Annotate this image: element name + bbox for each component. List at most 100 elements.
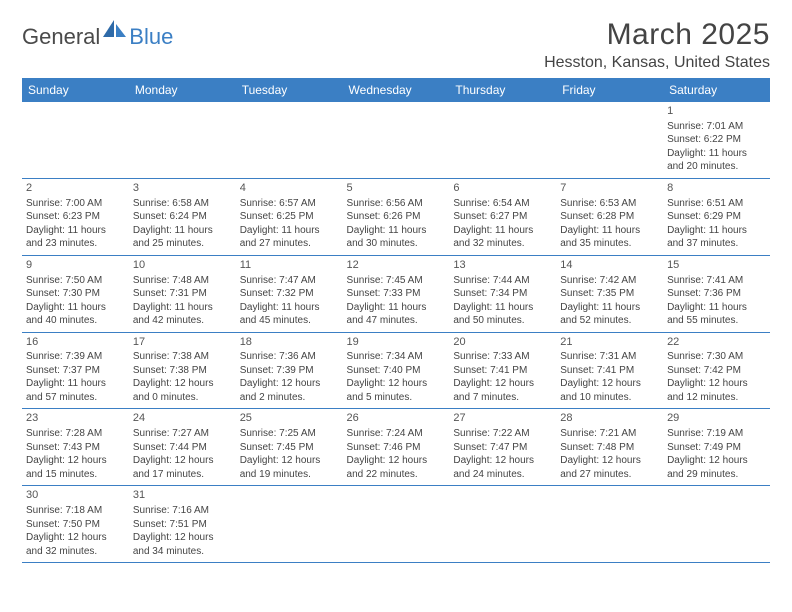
sunrise-line: Sunrise: 7:42 AM xyxy=(560,274,659,288)
sunset-line: Sunset: 7:45 PM xyxy=(240,441,339,455)
sunrise-line: Sunrise: 7:25 AM xyxy=(240,427,339,441)
daylight-line: Daylight: 11 hours and 37 minutes. xyxy=(667,224,766,251)
sunset-line: Sunset: 7:38 PM xyxy=(133,364,232,378)
calendar-cell: 24Sunrise: 7:27 AMSunset: 7:44 PMDayligh… xyxy=(129,409,236,486)
day-number: 21 xyxy=(560,335,659,350)
sunset-line: Sunset: 7:51 PM xyxy=(133,518,232,532)
daylight-line: Daylight: 12 hours and 27 minutes. xyxy=(560,454,659,481)
day-number: 29 xyxy=(667,411,766,426)
sunrise-line: Sunrise: 6:54 AM xyxy=(453,197,552,211)
day-number: 25 xyxy=(240,411,339,426)
calendar-cell xyxy=(343,486,450,563)
sunset-line: Sunset: 7:34 PM xyxy=(453,287,552,301)
sunset-line: Sunset: 6:23 PM xyxy=(26,210,125,224)
daylight-line: Daylight: 11 hours and 23 minutes. xyxy=(26,224,125,251)
daylight-line: Daylight: 11 hours and 35 minutes. xyxy=(560,224,659,251)
sunset-line: Sunset: 7:47 PM xyxy=(453,441,552,455)
sunrise-line: Sunrise: 7:36 AM xyxy=(240,350,339,364)
day-number: 30 xyxy=(26,488,125,503)
sunset-line: Sunset: 7:41 PM xyxy=(560,364,659,378)
calendar-cell: 21Sunrise: 7:31 AMSunset: 7:41 PMDayligh… xyxy=(556,332,663,409)
sunrise-line: Sunrise: 7:19 AM xyxy=(667,427,766,441)
daylight-line: Daylight: 12 hours and 19 minutes. xyxy=(240,454,339,481)
calendar-cell: 8Sunrise: 6:51 AMSunset: 6:29 PMDaylight… xyxy=(663,178,770,255)
sunrise-line: Sunrise: 6:56 AM xyxy=(347,197,446,211)
calendar-cell: 6Sunrise: 6:54 AMSunset: 6:27 PMDaylight… xyxy=(449,178,556,255)
day-number: 8 xyxy=(667,181,766,196)
daylight-line: Daylight: 12 hours and 24 minutes. xyxy=(453,454,552,481)
day-number: 27 xyxy=(453,411,552,426)
calendar-cell: 10Sunrise: 7:48 AMSunset: 7:31 PMDayligh… xyxy=(129,255,236,332)
sunset-line: Sunset: 7:48 PM xyxy=(560,441,659,455)
daylight-line: Daylight: 11 hours and 40 minutes. xyxy=(26,301,125,328)
daylight-line: Daylight: 11 hours and 45 minutes. xyxy=(240,301,339,328)
calendar-cell: 19Sunrise: 7:34 AMSunset: 7:40 PMDayligh… xyxy=(343,332,450,409)
calendar-row: 2Sunrise: 7:00 AMSunset: 6:23 PMDaylight… xyxy=(22,178,770,255)
logo-text-blue: Blue xyxy=(129,24,173,50)
sunrise-line: Sunrise: 7:41 AM xyxy=(667,274,766,288)
sunset-line: Sunset: 7:36 PM xyxy=(667,287,766,301)
daylight-line: Daylight: 11 hours and 27 minutes. xyxy=(240,224,339,251)
daylight-line: Daylight: 11 hours and 57 minutes. xyxy=(26,377,125,404)
sunset-line: Sunset: 7:40 PM xyxy=(347,364,446,378)
day-number: 22 xyxy=(667,335,766,350)
calendar-cell xyxy=(663,486,770,563)
calendar-cell xyxy=(236,102,343,178)
calendar-cell: 16Sunrise: 7:39 AMSunset: 7:37 PMDayligh… xyxy=(22,332,129,409)
sunset-line: Sunset: 7:33 PM xyxy=(347,287,446,301)
weekday-header: Wednesday xyxy=(343,78,450,102)
sunset-line: Sunset: 7:44 PM xyxy=(133,441,232,455)
day-number: 14 xyxy=(560,258,659,273)
daylight-line: Daylight: 12 hours and 10 minutes. xyxy=(560,377,659,404)
day-number: 31 xyxy=(133,488,232,503)
sunset-line: Sunset: 7:37 PM xyxy=(26,364,125,378)
day-number: 23 xyxy=(26,411,125,426)
day-number: 2 xyxy=(26,181,125,196)
daylight-line: Daylight: 12 hours and 15 minutes. xyxy=(26,454,125,481)
daylight-line: Daylight: 11 hours and 30 minutes. xyxy=(347,224,446,251)
calendar-cell: 3Sunrise: 6:58 AMSunset: 6:24 PMDaylight… xyxy=(129,178,236,255)
daylight-line: Daylight: 12 hours and 2 minutes. xyxy=(240,377,339,404)
calendar-cell: 2Sunrise: 7:00 AMSunset: 6:23 PMDaylight… xyxy=(22,178,129,255)
calendar-body: 1Sunrise: 7:01 AMSunset: 6:22 PMDaylight… xyxy=(22,102,770,563)
day-number: 19 xyxy=(347,335,446,350)
sunset-line: Sunset: 6:28 PM xyxy=(560,210,659,224)
weekday-header: Friday xyxy=(556,78,663,102)
sunrise-line: Sunrise: 7:38 AM xyxy=(133,350,232,364)
calendar-cell: 27Sunrise: 7:22 AMSunset: 7:47 PMDayligh… xyxy=(449,409,556,486)
sunrise-line: Sunrise: 7:33 AM xyxy=(453,350,552,364)
daylight-line: Daylight: 12 hours and 29 minutes. xyxy=(667,454,766,481)
sunset-line: Sunset: 7:32 PM xyxy=(240,287,339,301)
calendar-cell: 18Sunrise: 7:36 AMSunset: 7:39 PMDayligh… xyxy=(236,332,343,409)
calendar-cell: 28Sunrise: 7:21 AMSunset: 7:48 PMDayligh… xyxy=(556,409,663,486)
sunrise-line: Sunrise: 7:28 AM xyxy=(26,427,125,441)
sunrise-line: Sunrise: 7:22 AM xyxy=(453,427,552,441)
sunrise-line: Sunrise: 7:00 AM xyxy=(26,197,125,211)
sunrise-line: Sunrise: 6:57 AM xyxy=(240,197,339,211)
logo-sail-icon xyxy=(103,19,127,42)
day-number: 15 xyxy=(667,258,766,273)
day-number: 9 xyxy=(26,258,125,273)
sunrise-line: Sunrise: 6:53 AM xyxy=(560,197,659,211)
daylight-line: Daylight: 12 hours and 22 minutes. xyxy=(347,454,446,481)
logo: General Blue xyxy=(22,18,173,50)
calendar-cell: 29Sunrise: 7:19 AMSunset: 7:49 PMDayligh… xyxy=(663,409,770,486)
calendar-table: SundayMondayTuesdayWednesdayThursdayFrid… xyxy=(22,78,770,563)
calendar-cell: 11Sunrise: 7:47 AMSunset: 7:32 PMDayligh… xyxy=(236,255,343,332)
calendar-cell: 26Sunrise: 7:24 AMSunset: 7:46 PMDayligh… xyxy=(343,409,450,486)
sunrise-line: Sunrise: 7:50 AM xyxy=(26,274,125,288)
day-number: 4 xyxy=(240,181,339,196)
sunset-line: Sunset: 6:27 PM xyxy=(453,210,552,224)
calendar-cell: 23Sunrise: 7:28 AMSunset: 7:43 PMDayligh… xyxy=(22,409,129,486)
calendar-cell: 20Sunrise: 7:33 AMSunset: 7:41 PMDayligh… xyxy=(449,332,556,409)
sunrise-line: Sunrise: 7:18 AM xyxy=(26,504,125,518)
calendar-row: 16Sunrise: 7:39 AMSunset: 7:37 PMDayligh… xyxy=(22,332,770,409)
day-number: 16 xyxy=(26,335,125,350)
day-number: 26 xyxy=(347,411,446,426)
sunrise-line: Sunrise: 6:58 AM xyxy=(133,197,232,211)
calendar-cell: 22Sunrise: 7:30 AMSunset: 7:42 PMDayligh… xyxy=(663,332,770,409)
day-number: 12 xyxy=(347,258,446,273)
daylight-line: Daylight: 12 hours and 7 minutes. xyxy=(453,377,552,404)
day-number: 6 xyxy=(453,181,552,196)
day-number: 7 xyxy=(560,181,659,196)
